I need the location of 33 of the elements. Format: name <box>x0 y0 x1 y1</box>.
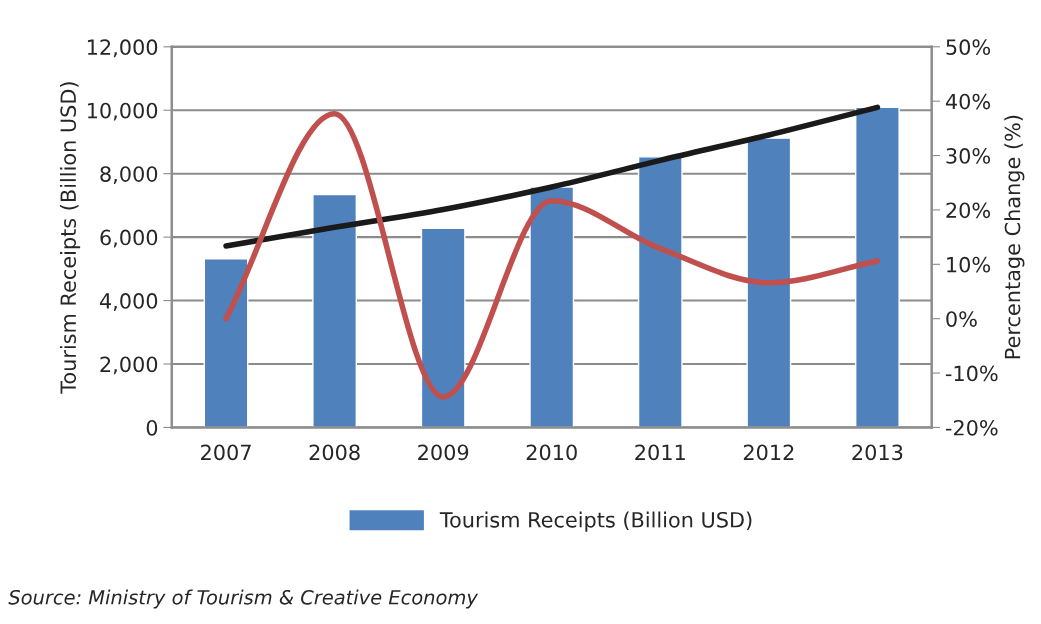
x-tick-label: 2013 <box>852 444 903 461</box>
y-tick-label: 4,000 <box>99 293 158 311</box>
y-tick-label: 6,000 <box>100 229 158 248</box>
y-tick-label: 10,000 <box>87 102 158 121</box>
y-tick-label: 12,000 <box>87 39 158 58</box>
y2-tick-label: 50% <box>946 39 991 56</box>
x-tick-label: 2012 <box>743 444 794 461</box>
y2-tick-label: 20% <box>946 202 991 219</box>
x-tick-label: 2010 <box>526 444 577 461</box>
legend-label: Tourism Receipts (Billion USD) <box>439 511 752 532</box>
y2-tick-label: -20% <box>945 419 998 436</box>
y2-axis-title: Percentage Change (%) <box>1004 115 1025 359</box>
bar <box>855 106 900 428</box>
bar <box>312 193 358 428</box>
y2-tick-label: 30% <box>946 148 991 164</box>
x-tick-label: 2009 <box>418 444 469 461</box>
y2-tick-label: 10% <box>947 256 991 273</box>
y-tick-label: 2,000 <box>100 356 158 375</box>
bar <box>529 186 575 428</box>
x-tick-label: 2011 <box>635 444 685 461</box>
bar <box>637 156 683 428</box>
y-axis-title: Tourism Receipts (Billion USD) <box>59 82 81 394</box>
y2-tick-label: -10% <box>945 365 998 382</box>
y-tick-label: 8,000 <box>100 166 158 185</box>
bar <box>203 257 249 428</box>
bar <box>746 137 792 428</box>
source-note: Source: Ministry of Tourism & Creative Economy <box>8 589 479 609</box>
y-tick-label: 0 <box>146 419 158 436</box>
y2-tick-label: 0% <box>946 311 977 327</box>
y2-tick-label: 40% <box>945 93 991 110</box>
bar <box>420 227 466 428</box>
x-tick-label: 2008 <box>309 444 360 461</box>
x-tick-label: 2007 <box>201 444 251 461</box>
